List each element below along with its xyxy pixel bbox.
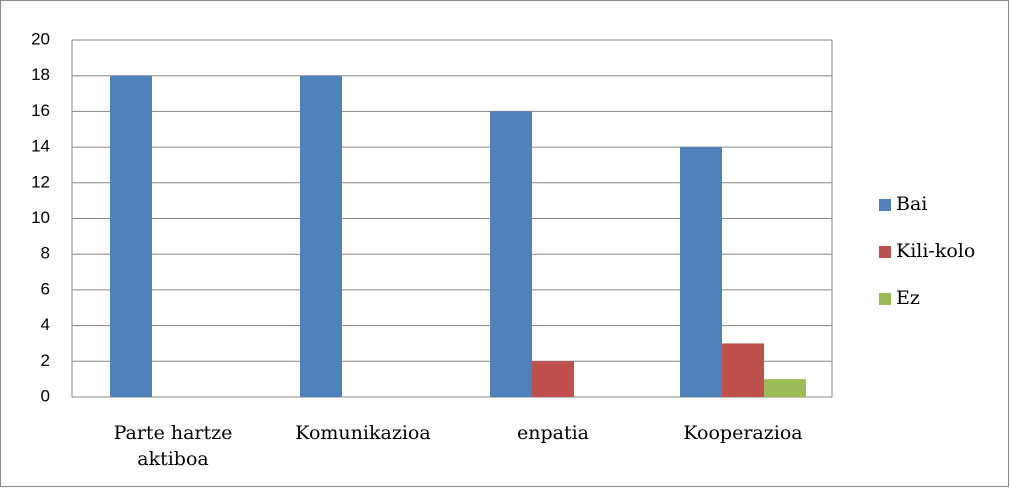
legend-swatch <box>879 293 891 305</box>
legend-label: Ez <box>896 287 920 309</box>
y-tick-label: 20 <box>31 29 50 48</box>
y-tick-label: 18 <box>31 65 50 84</box>
y-tick-label: 2 <box>41 351 50 370</box>
legend-label: Bai <box>896 193 927 215</box>
legend-label: Kili-kolo <box>896 240 975 262</box>
y-tick-label: 0 <box>41 386 50 405</box>
bar <box>110 75 152 397</box>
x-tick-label: Parte hartze aktiboa <box>113 422 233 470</box>
x-tick-label: Kooperazioa <box>683 422 803 444</box>
bar <box>532 361 574 397</box>
y-tick-label: 8 <box>41 244 50 263</box>
legend-swatch <box>879 199 891 211</box>
bar <box>300 75 342 397</box>
x-tick-label: enpatia <box>516 422 589 444</box>
y-tick-label: 12 <box>31 172 50 191</box>
y-tick-label: 14 <box>31 137 50 156</box>
legend-swatch <box>879 246 891 258</box>
y-tick-label: 4 <box>41 315 50 334</box>
y-tick-label: 16 <box>31 101 50 120</box>
y-tick-label: 10 <box>31 208 50 227</box>
bar <box>722 343 764 397</box>
y-tick-label: 6 <box>41 279 50 298</box>
x-tick-label: Komunikazioa <box>295 422 431 444</box>
bar <box>490 111 532 398</box>
bar <box>680 147 722 397</box>
bar <box>764 379 806 397</box>
